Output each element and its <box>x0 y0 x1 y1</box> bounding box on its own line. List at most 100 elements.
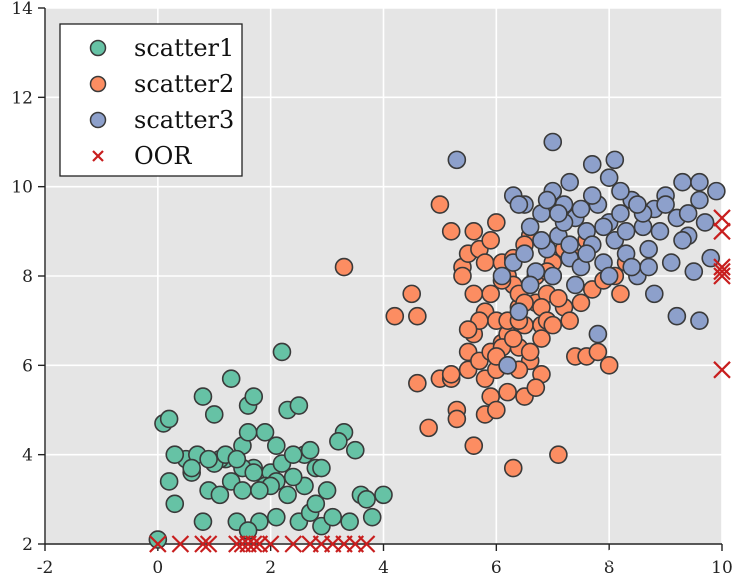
point-scatter1 <box>182 458 201 478</box>
point-scatter2 <box>408 373 427 393</box>
legend-label-scatter3: scatter3 <box>134 106 234 134</box>
point-scatter3 <box>532 230 551 250</box>
point-scatter3 <box>543 132 563 152</box>
point-scatter1 <box>210 485 230 505</box>
point-scatter1 <box>267 507 286 527</box>
point-scatter2 <box>441 364 461 384</box>
point-scatter3 <box>616 222 636 241</box>
point-scatter3 <box>509 195 529 214</box>
point-scatter1 <box>244 463 264 482</box>
point-scatter3 <box>560 172 579 192</box>
y-tick-label: 8 <box>22 267 33 287</box>
point-scatter2 <box>464 436 484 456</box>
point-scatter3 <box>599 168 619 188</box>
point-oor <box>713 267 731 285</box>
point-scatter2 <box>520 342 540 362</box>
point-scatter2 <box>503 329 523 348</box>
point-scatter3 <box>498 356 517 375</box>
point-scatter2 <box>464 222 484 241</box>
point-scatter1 <box>329 431 348 451</box>
point-scatter3 <box>656 195 675 214</box>
point-scatter2 <box>588 342 608 362</box>
point-scatter1 <box>165 494 185 514</box>
point-scatter3 <box>690 172 709 192</box>
point-scatter2 <box>599 356 619 375</box>
point-scatter3 <box>577 244 596 263</box>
series-scatter1 <box>148 342 393 549</box>
point-oor <box>713 222 731 241</box>
point-scatter3 <box>520 275 540 295</box>
point-scatter2 <box>475 253 495 272</box>
point-scatter1 <box>193 512 213 531</box>
point-oor <box>713 258 731 276</box>
point-scatter3 <box>639 257 658 277</box>
point-scatter1 <box>159 409 179 429</box>
point-scatter1 <box>250 481 269 500</box>
point-scatter2 <box>441 222 461 241</box>
point-scatter2 <box>447 409 467 429</box>
point-scatter2 <box>611 284 630 304</box>
point-scatter2 <box>458 320 478 339</box>
point-scatter2 <box>526 378 546 397</box>
point-scatter3 <box>599 266 619 286</box>
point-scatter3 <box>639 239 658 259</box>
point-scatter3 <box>549 204 568 223</box>
point-scatter1 <box>272 342 292 362</box>
point-scatter1 <box>199 449 218 469</box>
point-oor <box>149 535 167 553</box>
point-scatter3 <box>566 275 585 295</box>
point-scatter2 <box>419 418 438 438</box>
x-tick-label: 4 <box>378 558 389 578</box>
point-oor <box>713 361 731 379</box>
y-tick-label: 12 <box>11 88 33 108</box>
point-scatter3 <box>520 217 540 237</box>
point-scatter2 <box>481 284 500 304</box>
point-oor <box>713 209 731 227</box>
point-oor <box>284 535 303 553</box>
point-scatter1 <box>362 507 382 527</box>
point-scatter3 <box>644 284 664 304</box>
point-scatter2 <box>464 284 484 304</box>
point-scatter2 <box>430 195 450 214</box>
point-scatter3 <box>628 195 647 214</box>
point-scatter2 <box>402 284 422 304</box>
point-scatter3 <box>594 217 613 237</box>
x-tick-label: 2 <box>265 558 276 578</box>
x-tick-label: -2 <box>37 558 54 578</box>
point-scatter3 <box>447 150 467 170</box>
x-tick-label: 10 <box>711 558 733 578</box>
point-scatter3 <box>537 190 557 210</box>
point-scatter3 <box>571 199 591 219</box>
point-scatter3 <box>667 306 687 326</box>
point-oor <box>261 535 280 553</box>
y-tick-label: 6 <box>22 356 33 376</box>
legend-marker-scatter2 <box>89 75 107 93</box>
point-scatter1 <box>238 423 258 442</box>
point-scatter2 <box>549 445 568 464</box>
point-oor <box>713 262 731 281</box>
point-scatter1 <box>204 405 224 424</box>
point-scatter1 <box>300 440 320 460</box>
point-oor <box>199 535 218 553</box>
point-scatter1 <box>193 387 213 406</box>
point-scatter3 <box>605 150 625 170</box>
point-scatter2 <box>487 213 506 232</box>
point-scatter2 <box>549 289 568 308</box>
point-scatter2 <box>532 329 551 348</box>
point-scatter1 <box>340 512 359 531</box>
point-oor <box>194 535 212 553</box>
point-scatter2 <box>385 306 405 326</box>
x-tick-label: 6 <box>491 558 502 578</box>
point-scatter2 <box>481 230 500 250</box>
point-scatter3 <box>690 311 709 330</box>
point-scatter1 <box>323 507 343 527</box>
point-scatter1 <box>283 445 303 464</box>
point-scatter1 <box>227 449 247 469</box>
point-scatter1 <box>267 436 286 456</box>
point-scatter3 <box>695 213 715 232</box>
point-scatter1 <box>148 530 168 549</box>
point-scatter1 <box>278 485 297 505</box>
point-scatter3 <box>543 266 563 286</box>
point-scatter1 <box>312 458 331 478</box>
